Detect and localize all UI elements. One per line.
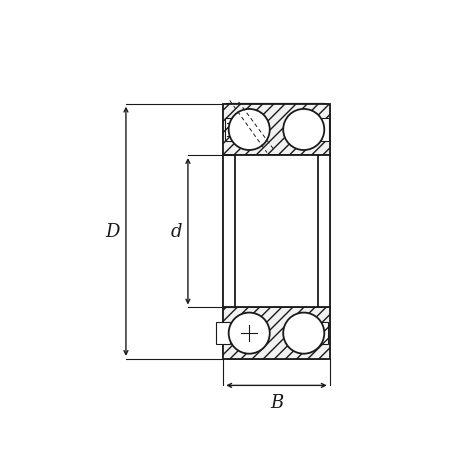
Text: B: B: [269, 393, 282, 411]
Bar: [215, 322, 229, 345]
Bar: [223, 156, 329, 308]
Circle shape: [283, 110, 324, 151]
Bar: [224, 119, 250, 141]
Bar: [226, 123, 234, 137]
Bar: [318, 123, 325, 137]
Circle shape: [283, 313, 324, 354]
Circle shape: [228, 110, 269, 151]
Bar: [314, 119, 328, 141]
Bar: [223, 105, 329, 156]
FancyBboxPatch shape: [223, 105, 329, 359]
Text: D: D: [105, 223, 119, 241]
Bar: [318, 327, 325, 340]
Bar: [302, 322, 328, 345]
Bar: [223, 308, 329, 359]
Bar: [226, 327, 234, 340]
Circle shape: [228, 313, 269, 354]
Text: d: d: [170, 223, 182, 241]
